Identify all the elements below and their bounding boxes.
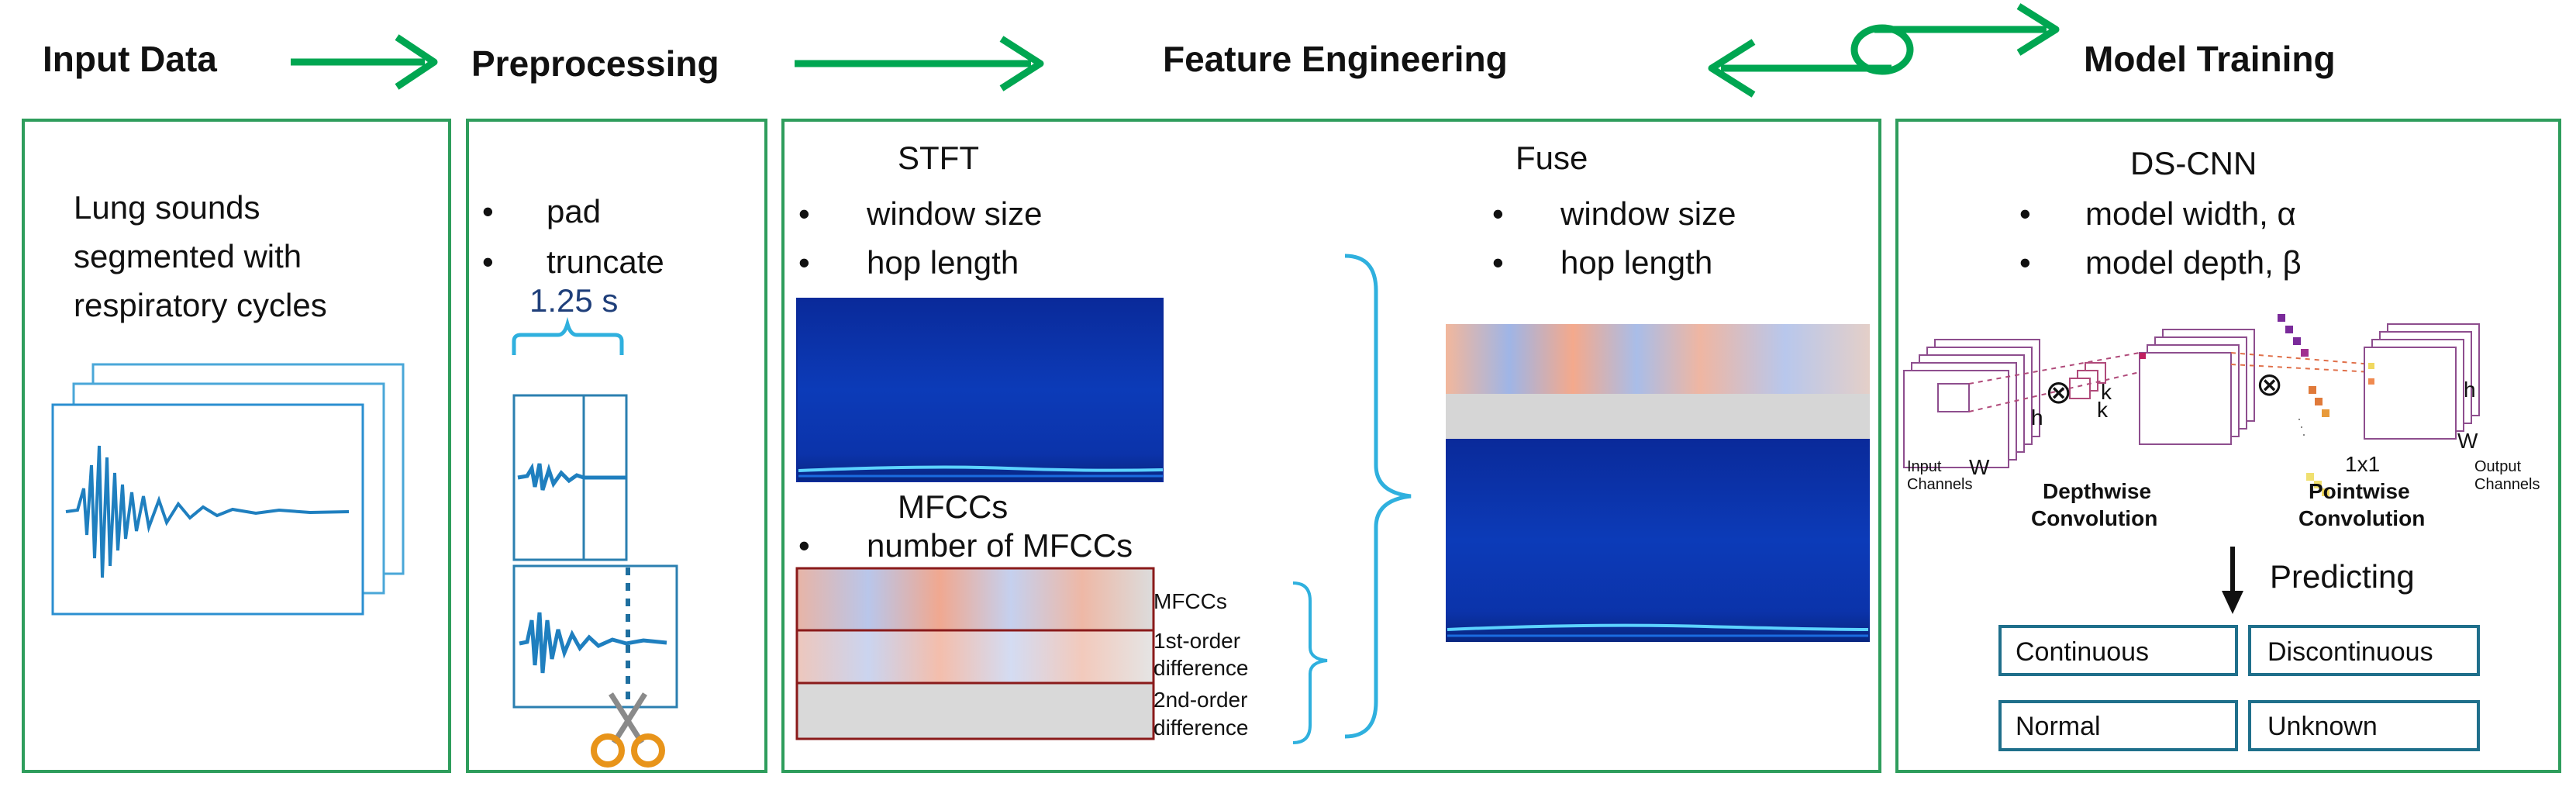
model-title: DS-CNN <box>2130 145 2257 181</box>
input-h-label: h <box>2031 405 2043 430</box>
input-text-line2: segmented with <box>74 238 302 274</box>
input-panel <box>22 119 451 773</box>
model-bullet-width: model width, α <box>2085 195 2296 232</box>
stft-spectrogram <box>796 298 1164 482</box>
svg-text:•: • <box>1492 195 1504 232</box>
depthwise-label-a: Depthwise <box>2043 479 2151 503</box>
predicting-label: Predicting <box>2270 558 2415 595</box>
class-box-normal: Normal <box>1998 700 2238 751</box>
pointwise-otimes: ⊗ <box>2256 366 2283 402</box>
mfcc-bullet: number of MFCCs <box>867 527 1133 564</box>
input-text-line1: Lung sounds <box>74 189 260 226</box>
output-channels-label-a: Output <box>2474 458 2521 475</box>
pre-bullet-truncate: truncate <box>547 243 664 280</box>
mfcc-label-second-b: difference <box>1154 716 1248 740</box>
mfcc-spectrogram <box>795 567 1155 740</box>
stage-input-label: Input Data <box>43 39 217 79</box>
pointwise-1x1-label: 1x1 <box>2345 452 2380 476</box>
class-box-unknown: Unknown <box>2248 700 2480 751</box>
mfcc-label-second-a: 2nd-order <box>1154 688 1247 712</box>
output-w-label: W <box>2457 429 2478 453</box>
fused-spectrogram <box>1446 324 1870 642</box>
stage-model-label: Model Training <box>2084 39 2336 79</box>
pre-brace <box>512 316 624 355</box>
fuse-title: Fuse <box>1516 140 1588 176</box>
predict-arrow-icon <box>2222 547 2243 614</box>
scissors-icon <box>591 692 665 768</box>
pointwise-label-b: Convolution <box>2298 506 2425 530</box>
svg-text:•: • <box>798 195 810 232</box>
class-box-continuous: Continuous <box>1998 625 2238 676</box>
svg-text:•: • <box>1492 244 1504 281</box>
kernel-k-label-a: k <box>2101 380 2112 404</box>
class-discontinuous-label: Discontinuous <box>2267 637 2433 667</box>
class-continuous-label: Continuous <box>2016 637 2149 667</box>
pad-waveform <box>512 394 628 561</box>
output-channels-label-b: Channels <box>2474 476 2540 493</box>
mfcc-label-first-b: difference <box>1154 656 1248 680</box>
svg-text:•: • <box>482 243 494 280</box>
mfcc-brace <box>1292 581 1328 744</box>
kernel-k-label-b: k <box>2097 398 2109 422</box>
svg-text:•: • <box>798 244 810 281</box>
model-panel <box>1895 119 2561 773</box>
input-w-label: W <box>1969 455 1990 479</box>
svg-text:•: • <box>2019 244 2031 281</box>
fuse-bullet-hop: hop length <box>1560 244 1712 281</box>
input-channels-label-a: Input <box>1907 458 1942 475</box>
input-text-line3: respiratory cycles <box>74 287 327 323</box>
stft-title: STFT <box>898 140 979 176</box>
svg-text:•: • <box>482 193 494 229</box>
class-box-discontinuous: Discontinuous <box>2248 625 2480 676</box>
feature-panel <box>781 119 1881 773</box>
depthwise-otimes: ⊗ <box>2045 374 2072 410</box>
fuse-bullet-window: window size <box>1560 195 1736 232</box>
stft-bullet-window: window size <box>866 195 1042 232</box>
depthwise-label-b: Convolution <box>2031 506 2157 530</box>
stage-preprocessing-label: Preprocessing <box>471 43 719 84</box>
pointwise-label-a: Pointwise <box>2309 479 2410 503</box>
preprocessing-panel <box>466 119 767 773</box>
waveform-stack <box>51 363 405 616</box>
arrow-input-to-pre <box>291 34 438 90</box>
class-normal-label: Normal <box>2016 712 2101 741</box>
svg-text:•: • <box>798 527 810 564</box>
pre-bullet-pad: pad <box>547 193 601 229</box>
input-channels-label-b: Channels <box>1907 476 1973 493</box>
mfcc-label-first-a: 1st-order <box>1154 629 1240 653</box>
svg-text:•: • <box>2019 195 2031 232</box>
stage-feature-label: Feature Engineering <box>1163 39 1508 79</box>
stft-bullet-hop: hop length <box>867 244 1019 281</box>
arrow-pre-to-feature <box>795 36 1044 91</box>
mfcc-title: MFCCs <box>898 488 1008 525</box>
loop-arrow <box>1708 3 2060 98</box>
model-bullet-depth: model depth, β <box>2085 244 2302 281</box>
dscnn-schematic <box>1903 314 2480 496</box>
pre-duration: 1.25 s <box>529 282 618 319</box>
mfcc-label-coeffs: MFCCs <box>1154 589 1227 613</box>
truncate-waveform <box>512 564 678 709</box>
class-unknown-label: Unknown <box>2267 712 2378 741</box>
output-h-label: h <box>2464 378 2476 402</box>
fuse-brace <box>1344 254 1412 739</box>
